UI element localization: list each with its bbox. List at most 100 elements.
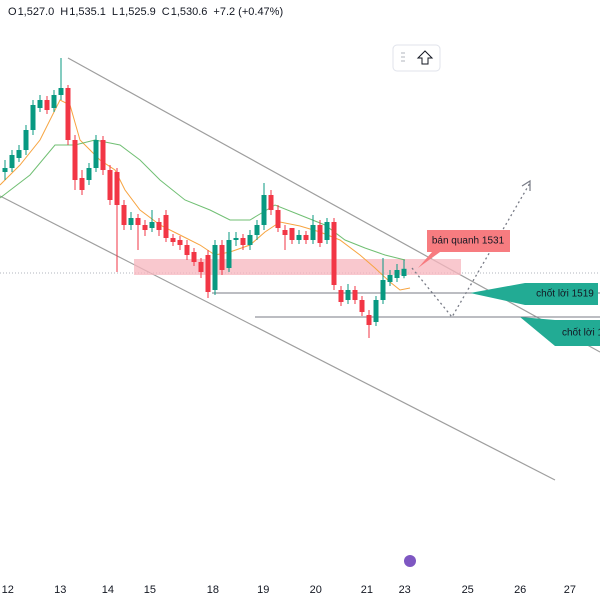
candle-body [275, 210, 281, 228]
ohlc-value: 1,525.9 [119, 6, 156, 18]
candle-body [289, 228, 295, 240]
candle-body [86, 168, 92, 180]
candle-body [240, 238, 246, 245]
candle-body [170, 238, 176, 242]
candle-body [2, 168, 8, 172]
candle-body [366, 315, 372, 325]
candle-body [58, 88, 64, 95]
candle-body [163, 215, 169, 238]
candle-body [345, 290, 351, 300]
up-icon[interactable] [416, 50, 434, 65]
toolbar[interactable] [392, 44, 441, 72]
candle-body [16, 150, 22, 158]
ohlc-header: O 1,527.0 H 1,535.1 L 1,525.9 C 1,530.6 +7.2 (+0… [8, 6, 283, 18]
candle-body [107, 170, 113, 200]
ohlc-value: 1,535.1 [69, 6, 106, 18]
candle-body [65, 88, 71, 140]
candle-body [128, 218, 134, 225]
x-tick-label: 18 [207, 584, 219, 596]
x-tick-label: 23 [399, 584, 411, 596]
projection-path [411, 182, 531, 319]
candle-body [100, 140, 106, 170]
candle-body [282, 230, 288, 235]
candle-body [156, 222, 162, 230]
x-tick-label: 19 [257, 584, 269, 596]
candle-body [359, 300, 365, 312]
candle-body [226, 240, 232, 268]
callout-sell [418, 230, 510, 268]
candle-body [296, 235, 302, 240]
candle-body [373, 300, 379, 322]
callout-text: chốt lời 1519 [536, 288, 594, 300]
candle-body [205, 255, 211, 292]
candle-body [135, 218, 141, 225]
candle-body [380, 280, 386, 300]
candle-body [44, 100, 50, 110]
callout-target-2 [520, 317, 600, 346]
candle-body [51, 95, 57, 108]
candle-body [331, 222, 337, 285]
candle-body [191, 252, 197, 262]
candle-body [394, 270, 400, 278]
ohlc-key: L [112, 6, 118, 18]
moving-average [0, 139, 406, 261]
candle-body [72, 140, 78, 180]
x-tick-label: 15 [144, 584, 156, 596]
ohlc-value: 1,527.0 [18, 6, 55, 18]
drawings: bán quanh 1531 chốt lời 1519 chốt lời 1 [0, 44, 600, 567]
x-tick-label: 26 [514, 584, 526, 596]
x-tick-label: 12 [2, 584, 14, 596]
ohlc-key: O [8, 6, 17, 18]
candle-body [142, 225, 148, 230]
candle-body [219, 245, 225, 270]
ohlc-value: +7.2 (+0.47%) [213, 6, 283, 18]
candle-body [9, 155, 15, 168]
drag-handle [401, 52, 405, 64]
candle-body [30, 105, 36, 130]
candle-body [387, 275, 393, 282]
ohlc-key: H [60, 6, 68, 18]
callout-text: chốt lời 1 [562, 327, 600, 339]
x-tick-label: 27 [564, 584, 576, 596]
ohlc-key: C [162, 6, 170, 18]
candle-body [268, 195, 274, 210]
channel-lower [0, 195, 556, 481]
candle-body [121, 205, 127, 225]
callout-text: bán quanh 1531 [432, 236, 505, 247]
candle-body [352, 290, 358, 300]
candle-body [212, 245, 218, 290]
candle-body [324, 222, 330, 240]
x-tick-label: 21 [361, 584, 373, 596]
candle-body [303, 235, 309, 240]
candle-body [79, 178, 85, 190]
candle-body [177, 240, 183, 245]
candle-body [310, 225, 316, 240]
candle-body [149, 222, 155, 228]
candle-body [184, 245, 190, 255]
x-tick-label: 25 [462, 584, 474, 596]
candle-body [23, 130, 29, 150]
candle-body [254, 225, 260, 235]
candle-body [93, 140, 99, 168]
callout-target-1 [470, 283, 598, 305]
candle-body [198, 262, 204, 272]
event-icon[interactable] [404, 555, 416, 567]
candle-body [261, 195, 267, 225]
candle-body [317, 225, 323, 243]
sell-zone [134, 259, 461, 275]
candle-body [233, 238, 239, 240]
channel-upper [67, 57, 600, 353]
candles [2, 58, 407, 338]
projection-arrow [521, 179, 531, 191]
candle-body [114, 172, 120, 205]
x-tick-label: 20 [310, 584, 322, 596]
candle-body [401, 268, 407, 276]
candle-body [247, 235, 253, 245]
candle-body [37, 100, 43, 108]
x-tick-label: 14 [102, 584, 114, 596]
candle-body [338, 290, 344, 302]
ohlc-value: 1,530.6 [171, 6, 208, 18]
x-tick-label: 13 [54, 584, 66, 596]
